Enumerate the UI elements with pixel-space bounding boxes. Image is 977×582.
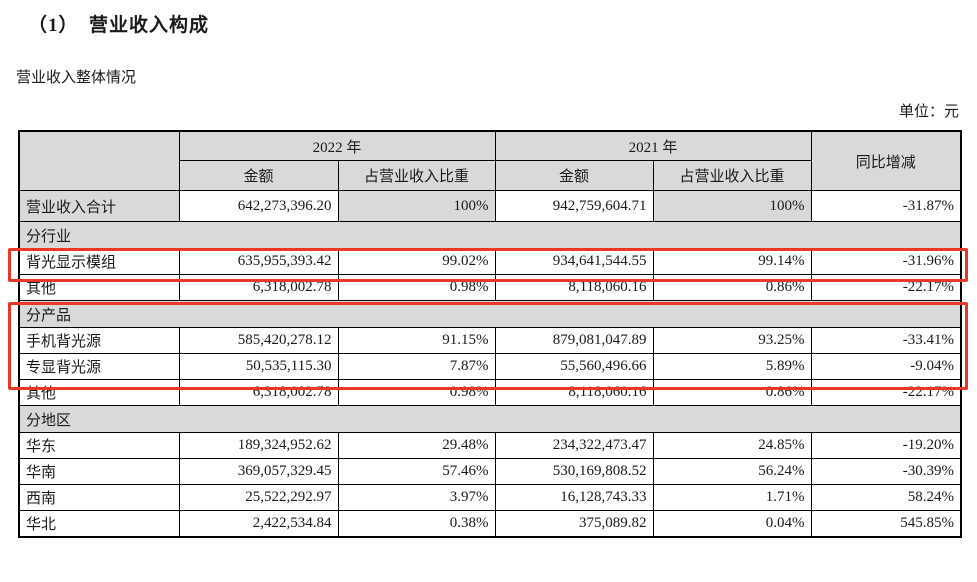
ratio-2021: 56.24% xyxy=(652,458,812,485)
yoy-value: -22.17% xyxy=(810,274,962,301)
ratio-2021: 99.14% xyxy=(652,248,812,275)
row-label: 其他 xyxy=(18,274,180,301)
ratio-2021: 93.25% xyxy=(652,327,812,354)
ratio-2022: 57.46% xyxy=(337,458,496,485)
section-row-by-industry: 分行业 xyxy=(18,221,962,249)
ratio-2021: 100% xyxy=(652,190,812,222)
section-label: 分行业 xyxy=(18,221,962,249)
row-south-china: 华南 369,057,329.45 57.46% 530,169,808.52 … xyxy=(18,458,962,485)
amount-2022: 2,422,534.84 xyxy=(178,510,339,538)
header-amount-2021: 金额 xyxy=(494,160,654,191)
header-amount-2022: 金额 xyxy=(178,160,339,191)
row-southwest-china: 西南 25,522,292.97 3.97% 16,128,743.33 1.7… xyxy=(18,484,962,511)
yoy-value: -31.96% xyxy=(810,248,962,275)
header-yoy: 同比增减 xyxy=(810,130,962,191)
yoy-value: -9.04% xyxy=(810,353,962,380)
amount-2021: 234,322,473.47 xyxy=(494,432,654,459)
unit-label: 单位：元 xyxy=(898,104,959,120)
row-label: 专显背光源 xyxy=(18,353,180,380)
row-other-product: 其他 6,318,002.78 0.98% 8,118,060.16 0.86%… xyxy=(18,379,962,406)
ratio-2022: 0.38% xyxy=(337,510,496,538)
ratio-2022: 0.98% xyxy=(337,274,496,301)
amount-2022: 369,057,329.45 xyxy=(178,458,339,485)
header-cell-empty xyxy=(18,130,180,191)
yoy-value: -19.20% xyxy=(810,432,962,459)
amount-2021: 879,081,047.89 xyxy=(494,327,654,354)
ratio-2022: 7.87% xyxy=(337,353,496,380)
amount-2022: 642,273,396.20 xyxy=(178,190,339,222)
header-row-years: 2022 年 2021 年 同比增减 xyxy=(18,130,962,191)
header-ratio-2022: 占营业收入比重 xyxy=(337,160,496,191)
amount-2021: 375,089.82 xyxy=(494,510,654,538)
amount-2022: 50,535,115.30 xyxy=(178,353,339,380)
amount-2022: 635,955,393.42 xyxy=(178,248,339,275)
yoy-value: -33.41% xyxy=(810,327,962,354)
ratio-2022: 91.15% xyxy=(337,327,496,354)
row-label: 其他 xyxy=(18,379,180,406)
header-year-2022: 2022 年 xyxy=(178,130,496,161)
yoy-value: -30.39% xyxy=(810,458,962,485)
yoy-value: 58.24% xyxy=(810,484,962,511)
ratio-2022: 100% xyxy=(337,190,496,222)
row-east-china: 华东 189,324,952.62 29.48% 234,322,473.47 … xyxy=(18,432,962,459)
amount-2022: 25,522,292.97 xyxy=(178,484,339,511)
section-row-by-product: 分产品 xyxy=(18,300,962,328)
yoy-value: -31.87% xyxy=(810,190,962,222)
ratio-2022: 0.98% xyxy=(337,379,496,406)
amount-2022: 189,324,952.62 xyxy=(178,432,339,459)
header-ratio-2021: 占营业收入比重 xyxy=(652,160,812,191)
amount-2021: 8,118,060.16 xyxy=(494,274,654,301)
page-title: （1） 营业收入构成 xyxy=(28,15,210,36)
ratio-2021: 0.04% xyxy=(652,510,812,538)
yoy-value: 545.85% xyxy=(810,510,962,538)
ratio-2022: 99.02% xyxy=(337,248,496,275)
ratio-2021: 1.71% xyxy=(652,484,812,511)
row-label: 华东 xyxy=(18,432,180,459)
header-year-2021: 2021 年 xyxy=(494,130,812,161)
row-label: 营业收入合计 xyxy=(18,190,180,222)
row-north-china: 华北 2,422,534.84 0.38% 375,089.82 0.04% 5… xyxy=(18,510,962,538)
amount-2022: 6,318,002.78 xyxy=(178,379,339,406)
section-row-by-region: 分地区 xyxy=(18,405,962,433)
amount-2021: 55,560,496.66 xyxy=(494,353,654,380)
ratio-2022: 3.97% xyxy=(337,484,496,511)
subtitle: 营业收入整体情况 xyxy=(16,70,137,86)
amount-2021: 934,641,544.55 xyxy=(494,248,654,275)
ratio-2022: 29.48% xyxy=(337,432,496,459)
row-label: 西南 xyxy=(18,484,180,511)
row-label: 华南 xyxy=(18,458,180,485)
row-backlight-display-module: 背光显示模组 635,955,393.42 99.02% 934,641,544… xyxy=(18,248,962,275)
ratio-2021: 24.85% xyxy=(652,432,812,459)
row-revenue-total: 营业收入合计 642,273,396.20 100% 942,759,604.7… xyxy=(18,190,962,222)
ratio-2021: 0.86% xyxy=(652,379,812,406)
ratio-2021: 5.89% xyxy=(652,353,812,380)
row-label: 背光显示模组 xyxy=(18,248,180,275)
amount-2021: 16,128,743.33 xyxy=(494,484,654,511)
ratio-2021: 0.86% xyxy=(652,274,812,301)
yoy-value: -22.17% xyxy=(810,379,962,406)
row-label: 手机背光源 xyxy=(18,327,180,354)
row-label: 华北 xyxy=(18,510,180,538)
section-label: 分产品 xyxy=(18,300,962,328)
amount-2022: 585,420,278.12 xyxy=(178,327,339,354)
header-row-subcolumns: 金额 占营业收入比重 金额 占营业收入比重 xyxy=(19,160,961,191)
row-display-backlight: 专显背光源 50,535,115.30 7.87% 55,560,496.66 … xyxy=(18,353,962,380)
row-other-industry: 其他 6,318,002.78 0.98% 8,118,060.16 0.86%… xyxy=(18,274,962,301)
section-label: 分地区 xyxy=(18,405,962,433)
revenue-composition-table: 2022 年 2021 年 同比增减 金额 占营业收入比重 金额 占营业收入比重… xyxy=(18,130,963,538)
amount-2022: 6,318,002.78 xyxy=(178,274,339,301)
row-phone-backlight: 手机背光源 585,420,278.12 91.15% 879,081,047.… xyxy=(18,327,962,354)
amount-2021: 8,118,060.16 xyxy=(494,379,654,406)
amount-2021: 530,169,808.52 xyxy=(494,458,654,485)
amount-2021: 942,759,604.71 xyxy=(494,190,654,222)
